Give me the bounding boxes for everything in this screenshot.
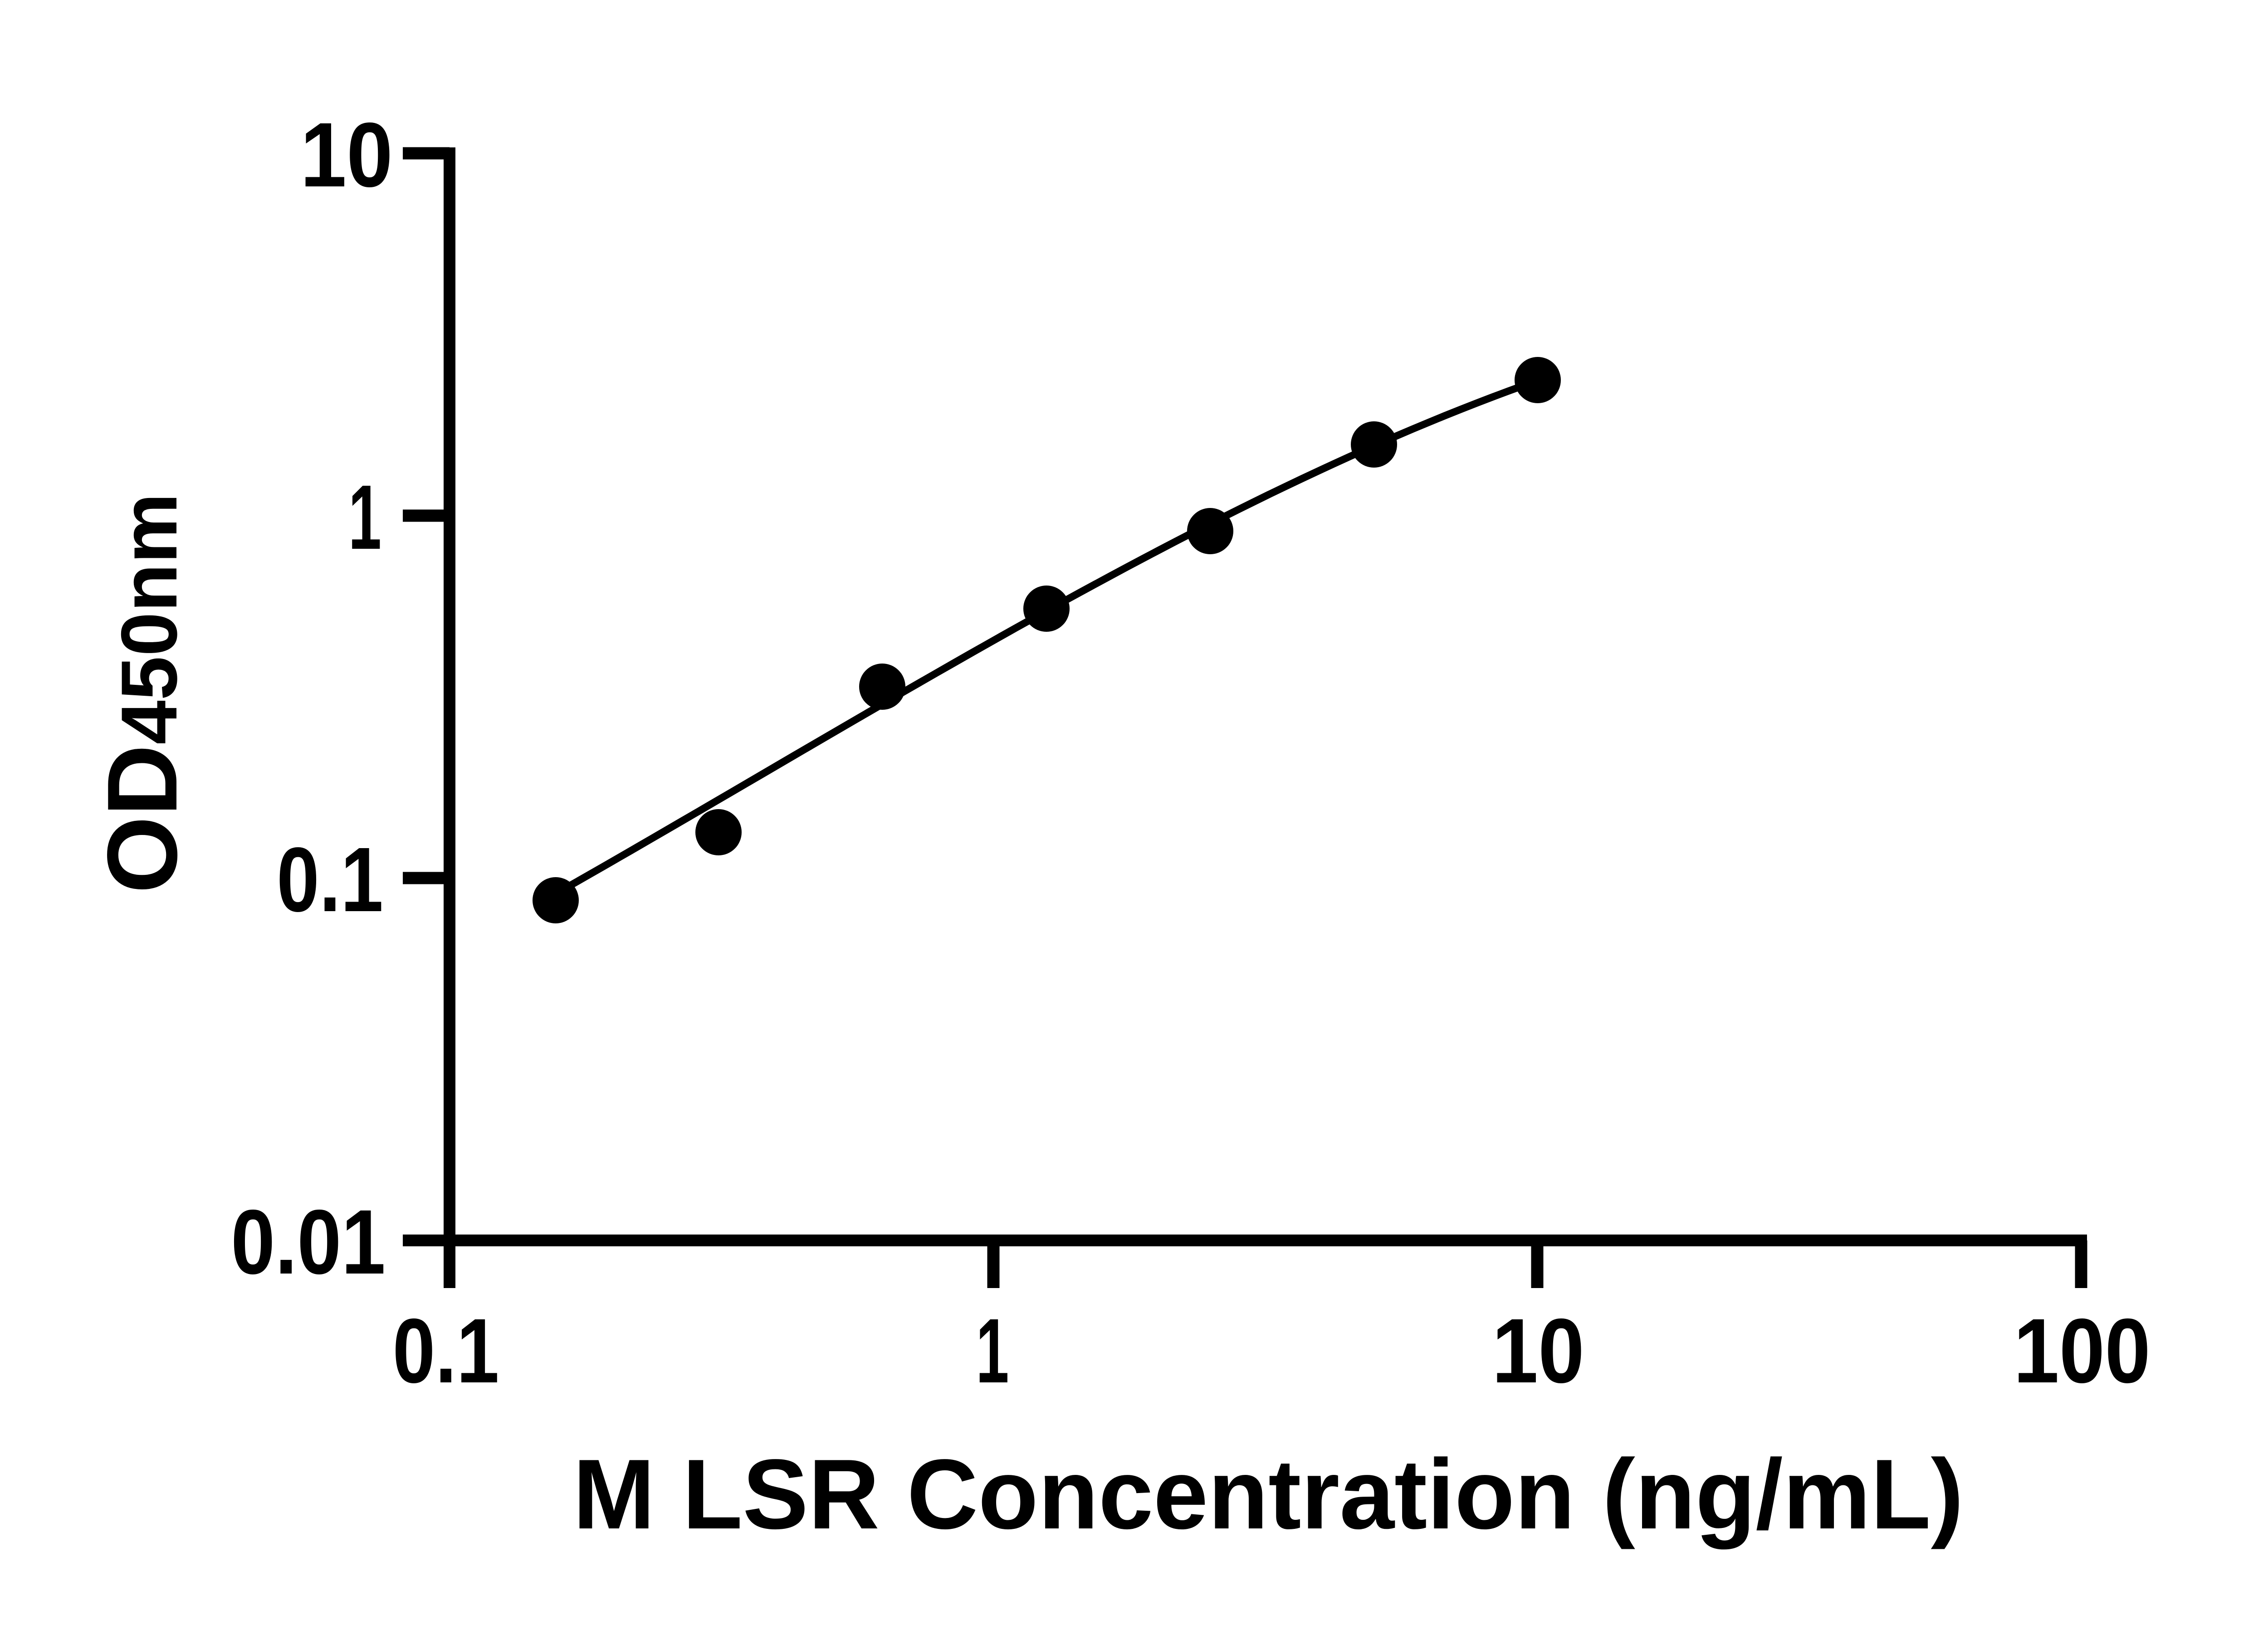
svg-text:10: 10 bbox=[1492, 1299, 1584, 1402]
svg-text:10: 10 bbox=[300, 103, 393, 206]
svg-text:1: 1 bbox=[348, 466, 381, 568]
svg-text:0.1: 0.1 bbox=[277, 828, 383, 931]
svg-text:1: 1 bbox=[976, 1299, 1009, 1402]
svg-text:OD450nm: OD450nm bbox=[87, 493, 198, 893]
svg-text:0.01: 0.01 bbox=[231, 1191, 386, 1293]
svg-text:0.1: 0.1 bbox=[393, 1299, 499, 1402]
svg-text:M LSR Concentration (ng/mL): M LSR Concentration (ng/mL) bbox=[573, 1439, 1964, 1550]
svg-text:100: 100 bbox=[2014, 1299, 2151, 1402]
